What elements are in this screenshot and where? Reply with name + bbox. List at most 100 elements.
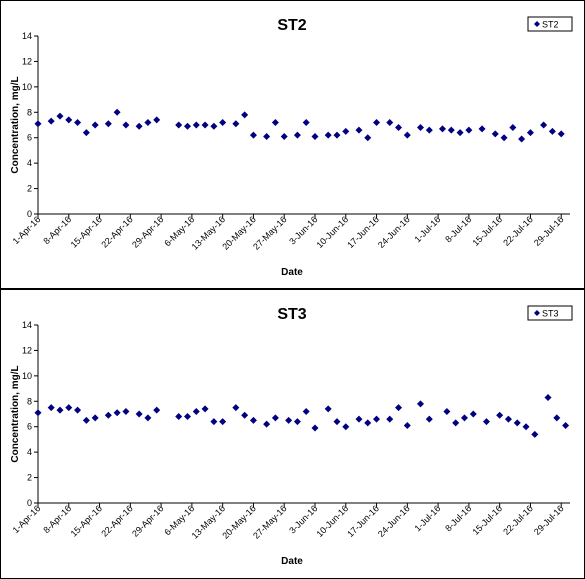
y-tick-label: 8 bbox=[27, 107, 32, 117]
data-point bbox=[113, 108, 121, 116]
data-point bbox=[263, 420, 271, 428]
data-point bbox=[531, 430, 539, 438]
data-point bbox=[201, 121, 209, 129]
data-point bbox=[482, 418, 490, 426]
y-tick-label: 4 bbox=[27, 447, 32, 457]
x-tick-label: 29-Apr-16 bbox=[130, 503, 165, 538]
data-point bbox=[183, 413, 191, 421]
data-point bbox=[544, 393, 552, 401]
legend-marker bbox=[534, 21, 540, 27]
data-point bbox=[192, 407, 200, 415]
x-tick-label: 29-Jul-16 bbox=[532, 503, 566, 537]
data-point bbox=[144, 414, 152, 422]
y-tick-label: 10 bbox=[22, 371, 32, 381]
data-point bbox=[452, 419, 460, 427]
data-point bbox=[438, 125, 446, 133]
data-point bbox=[135, 122, 143, 130]
data-point bbox=[373, 415, 381, 423]
data-point bbox=[425, 126, 433, 134]
data-point bbox=[324, 405, 332, 413]
data-point bbox=[342, 127, 350, 135]
x-tick-label: 1-Jul-16 bbox=[412, 503, 442, 533]
data-point bbox=[417, 400, 425, 408]
data-point bbox=[175, 121, 183, 129]
y-tick-label: 12 bbox=[22, 56, 32, 66]
data-point bbox=[201, 405, 209, 413]
data-point bbox=[447, 126, 455, 134]
x-tick-label: 15-Jul-16 bbox=[470, 503, 504, 537]
chart-title: ST2 bbox=[277, 17, 306, 34]
data-point bbox=[249, 131, 257, 139]
legend: ST3 bbox=[527, 305, 573, 321]
data-point bbox=[478, 125, 486, 133]
y-tick-label: 6 bbox=[27, 133, 32, 143]
y-tick-label: 10 bbox=[22, 82, 32, 92]
data-point bbox=[403, 421, 411, 429]
x-tick-label: 8-Apr-16 bbox=[41, 214, 73, 246]
data-point bbox=[324, 131, 332, 139]
data-point bbox=[342, 423, 350, 431]
data-point bbox=[34, 120, 42, 128]
data-point bbox=[293, 418, 301, 426]
x-tick-label: 8-Jul-16 bbox=[443, 503, 473, 533]
y-tick-label: 12 bbox=[22, 345, 32, 355]
data-point bbox=[504, 415, 512, 423]
data-point bbox=[91, 414, 99, 422]
data-point bbox=[192, 121, 200, 129]
data-point bbox=[557, 130, 565, 138]
legend-box bbox=[527, 16, 573, 32]
legend-box bbox=[527, 305, 573, 321]
data-point bbox=[232, 404, 240, 412]
data-point bbox=[153, 406, 161, 414]
x-tick-label: 29-Jul-16 bbox=[532, 214, 566, 248]
data-point bbox=[364, 134, 372, 142]
data-point bbox=[460, 414, 468, 422]
chart-panel-st3: ST3 0 2 4 6 8 10 12 14 1-Apr-16 8-Apr-16 15-Apr-16 2… bbox=[0, 289, 585, 579]
data-point bbox=[232, 120, 240, 128]
data-point bbox=[47, 117, 55, 125]
x-tick-label: 8-Jul-16 bbox=[443, 214, 473, 244]
data-point bbox=[241, 411, 249, 419]
data-point bbox=[500, 134, 508, 142]
y-tick-label: 0 bbox=[27, 209, 32, 219]
y-tick-label: 8 bbox=[27, 396, 32, 406]
data-point bbox=[241, 111, 249, 119]
data-point bbox=[513, 419, 521, 427]
data-point bbox=[82, 416, 90, 424]
data-point bbox=[395, 124, 403, 132]
data-point bbox=[302, 118, 310, 126]
x-tick-label: 24-Jun-16 bbox=[376, 214, 412, 250]
x-tick-label: 22-Jul-16 bbox=[501, 503, 535, 537]
chart-panel-st2: ST2 0 2 4 6 8 10 12 14 1-Apr-16 8-Apr-16 15-Apr-16 2… bbox=[0, 0, 585, 289]
data-point bbox=[135, 410, 143, 418]
data-point bbox=[34, 409, 42, 417]
data-point bbox=[518, 135, 526, 143]
x-tick-label: 10-Jun-16 bbox=[314, 214, 350, 250]
data-point bbox=[249, 416, 257, 424]
y-tick-label: 14 bbox=[22, 320, 32, 330]
data-point bbox=[122, 121, 130, 129]
data-point bbox=[210, 418, 218, 426]
x-tick-label: 17-Jun-16 bbox=[345, 503, 381, 539]
data-point bbox=[548, 127, 556, 135]
chart-title: ST3 bbox=[277, 306, 306, 323]
x-tick-label: 24-Jun-16 bbox=[376, 503, 412, 539]
x-tick-label: 22-Jul-16 bbox=[501, 214, 535, 248]
data-point bbox=[425, 415, 433, 423]
x-tick-label: 15-Jul-16 bbox=[470, 214, 504, 248]
data-point bbox=[82, 129, 90, 137]
y-tick-label: 2 bbox=[27, 184, 32, 194]
x-tick-label: 15-Apr-16 bbox=[69, 214, 104, 249]
data-point bbox=[144, 118, 152, 126]
data-point bbox=[526, 129, 534, 137]
data-point bbox=[311, 424, 319, 432]
data-point bbox=[65, 116, 73, 124]
x-axis-title: Date bbox=[281, 556, 303, 567]
data-point bbox=[355, 126, 363, 134]
data-point bbox=[183, 122, 191, 130]
data-point bbox=[210, 122, 218, 130]
x-tick-label: 1-Apr-16 bbox=[11, 503, 43, 535]
data-point bbox=[522, 423, 530, 431]
data-point bbox=[465, 126, 473, 134]
data-point bbox=[443, 407, 451, 415]
